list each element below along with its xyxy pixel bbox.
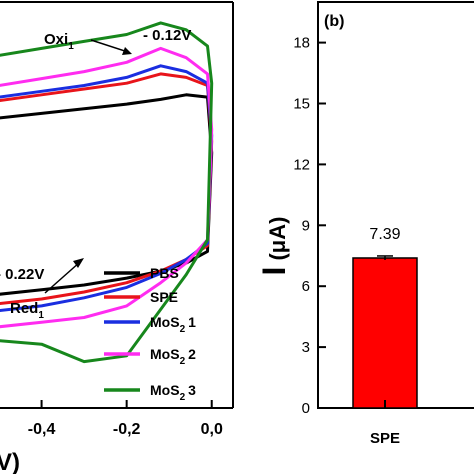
bar-y-tick-label-3: 6 [302,278,310,295]
bar-x-tick-labels: SPE [370,400,400,447]
red-arrow-head [73,258,84,268]
red-peak-label: Red1 [10,300,44,321]
cv-panel: -0,4 -0,2 0,0 V) Oxi1 - 0.12V - 0.22V Red1… [0,1,234,474]
red-arrow [44,261,81,294]
cv-legend: PBS SPE MoS2 1 MoS2 2 MoS2 3 [104,265,196,403]
bar-y-tick-label-1: 0 [302,400,310,417]
legend-label-5: MoS2 3 [150,382,196,403]
panel-label-b: (b) [324,13,344,30]
red-peak-value: - 0.22V [0,266,44,283]
bar-y-tick-label-7: 18 [293,35,310,52]
cv-x-tick-label-3: 0,0 [201,421,223,438]
oxi-peak-value: - 0.12V [143,27,191,44]
bar-category-label-1: SPE [370,430,400,447]
bar-y-ticks: 0 3 6 9 12 15 18 [293,35,326,417]
oxi-arrow-head [122,47,132,55]
bar-y-tick-label-5: 12 [293,156,310,173]
bar-y-tick-label-6: 15 [293,96,310,113]
bar-value-label-1: 7.39 [369,226,400,243]
cv-x-tick-label-2: -0,2 [113,421,141,438]
legend-label-1: PBS [150,265,179,281]
cv-x-tick-labels: -0,4 -0,2 0,0 [28,400,223,438]
cv-series-group [0,21,214,364]
legend-label-3: MoS2 1 [150,314,196,335]
bar-y-tick-label-4: 9 [302,217,310,234]
cv-x-tick-label-1: -0,4 [28,421,56,438]
bar-y-axis-label: I(μA) [256,217,292,276]
oxi-arrow [90,39,129,53]
bar-marks: 7.39 [352,226,418,409]
oxi-peak-label: Oxi1 [44,31,74,52]
bar-panel: (b) 0 3 6 9 12 15 18 I(μA) 7.39 SPE [256,1,474,447]
bar-y-tick-label-2: 3 [302,339,310,356]
cv-x-axis-label: V) [0,449,20,474]
bar-spe [352,257,418,409]
cv-series-line-5 [0,21,214,364]
legend-label-4: MoS2 2 [150,346,196,367]
legend-label-2: SPE [150,289,178,305]
